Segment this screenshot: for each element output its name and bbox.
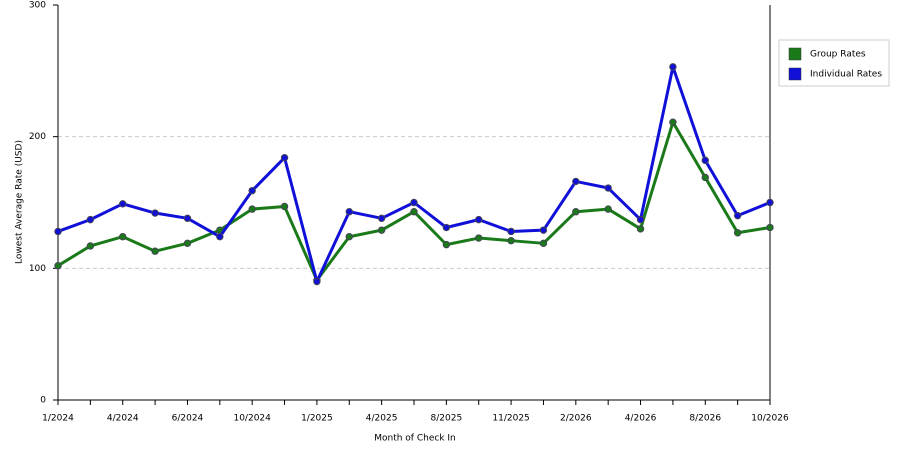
data-point [701, 173, 709, 182]
data-point [313, 277, 321, 286]
data-point [766, 198, 774, 207]
x-tick-label: 11/2025 [492, 414, 529, 424]
data-point [86, 215, 95, 224]
data-point [539, 239, 548, 248]
x-tick-label: 4/2025 [366, 414, 398, 424]
data-point [216, 233, 224, 241]
data-point [410, 208, 418, 216]
data-point [669, 63, 677, 71]
data-point [572, 208, 580, 216]
y-tick-label: 300 [29, 1, 46, 11]
data-point [636, 215, 645, 224]
data-point [475, 234, 483, 242]
legend-label: Group Rates [810, 50, 866, 60]
data-point [54, 227, 62, 236]
x-tick-label: 8/2026 [689, 414, 721, 424]
legend-swatch [788, 67, 802, 81]
data-point [86, 242, 95, 250]
data-point [345, 233, 353, 241]
y-tick-label: 100 [29, 264, 46, 274]
data-point [151, 209, 159, 217]
x-tick-label: 2/2026 [560, 414, 592, 424]
x-axis-label: Month of Check In [374, 434, 456, 444]
data-point [377, 226, 386, 234]
data-point [733, 229, 742, 237]
data-point [119, 233, 127, 241]
data-point [442, 240, 451, 249]
x-tick-label: 6/2024 [172, 414, 204, 424]
data-point [604, 205, 612, 213]
x-tick-label: 10/2024 [233, 414, 271, 424]
data-point [766, 223, 774, 232]
x-tick-label: 4/2024 [107, 414, 139, 424]
data-point [701, 156, 709, 165]
x-tick-label: 1/2024 [42, 414, 74, 424]
data-point [669, 118, 677, 126]
x-tick-label: 10/2026 [751, 414, 789, 424]
data-point [475, 215, 483, 224]
x-tick-label: 8/2025 [431, 414, 463, 424]
data-point [442, 223, 451, 232]
data-point [410, 198, 418, 207]
legend-label: Individual Rates [810, 70, 882, 80]
data-point [183, 239, 192, 248]
data-point [733, 211, 742, 220]
legend-swatch [788, 47, 802, 61]
x-tick-label: 4/2026 [625, 414, 657, 424]
data-point [280, 202, 289, 211]
data-point [280, 154, 289, 162]
data-point [345, 208, 353, 216]
data-point [539, 226, 548, 234]
y-axis-label: Lowest Average Rate (USD) [15, 140, 25, 264]
data-point [248, 186, 256, 195]
data-point [507, 236, 515, 245]
data-point [151, 247, 159, 255]
data-point [119, 200, 127, 208]
data-point [572, 177, 580, 186]
x-tick-label: 1/2025 [301, 414, 333, 424]
data-point [377, 214, 386, 223]
data-point [183, 214, 192, 223]
data-point [507, 227, 515, 236]
y-tick-label: 200 [29, 132, 46, 142]
data-point [248, 205, 256, 213]
data-point [636, 225, 645, 233]
data-point [54, 262, 62, 270]
data-point [604, 184, 612, 192]
y-tick-label: 0 [40, 396, 46, 406]
